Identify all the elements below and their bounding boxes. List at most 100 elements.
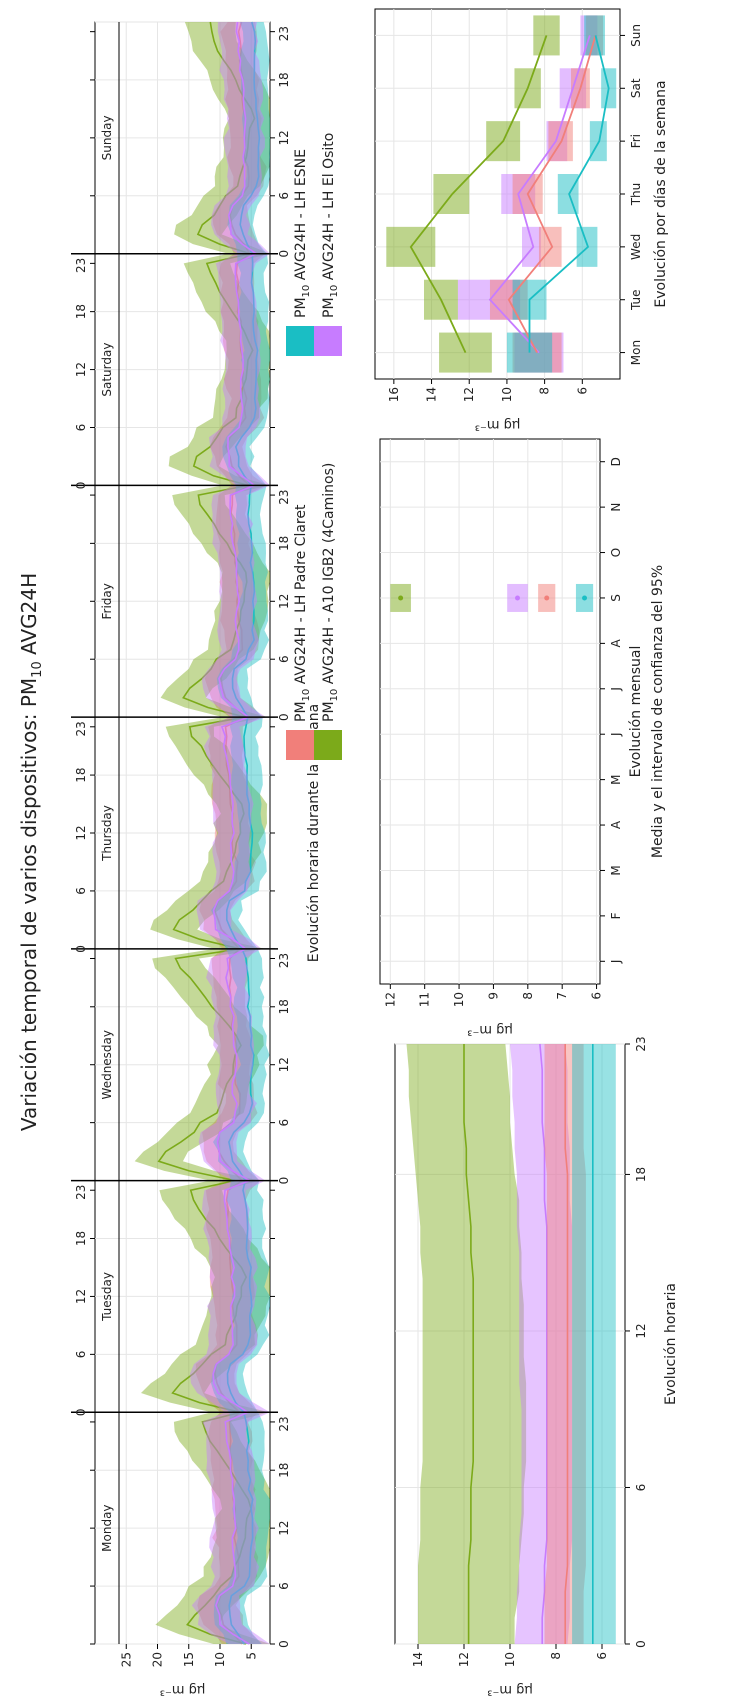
y-tick-label: 12 bbox=[457, 1652, 471, 1667]
legend-swatch-1 bbox=[314, 730, 342, 760]
x-tick-label: A bbox=[609, 820, 623, 829]
y-tick-label: 10 bbox=[503, 1652, 517, 1667]
x-tick-label: 6 bbox=[634, 1484, 648, 1492]
hour-tick-label: 23 bbox=[74, 258, 88, 273]
hour-tick-label: 18 bbox=[277, 72, 291, 87]
day-label-sunday: Sunday bbox=[100, 115, 114, 160]
hour-tick-label: 12 bbox=[277, 130, 291, 145]
y-tick-label: 6 bbox=[575, 387, 589, 395]
legend-swatch-0 bbox=[286, 730, 314, 760]
ci-band-hourly-1 bbox=[510, 1044, 573, 1644]
y-tick-label: 16 bbox=[387, 387, 401, 402]
hour-tick-label: 18 bbox=[74, 304, 88, 319]
monthly-plot-frame bbox=[379, 438, 601, 985]
x-tick-label: J bbox=[609, 732, 623, 737]
day-label-wednesday: Wednesday bbox=[100, 1030, 114, 1099]
x-tick-label: Sat bbox=[629, 78, 643, 98]
x-tick-label: J bbox=[609, 687, 623, 692]
rotated-figure: Variación temporal de varios dispositivo… bbox=[17, 8, 679, 1697]
hour-tick-label: 6 bbox=[277, 655, 291, 663]
x-tick-label: F bbox=[609, 912, 623, 919]
y-tick-label: 15 bbox=[182, 1652, 196, 1667]
hour-tick-label: 23 bbox=[277, 489, 291, 504]
y-axis-label: µg m⁻³ bbox=[475, 417, 520, 432]
legend-swatch-3 bbox=[314, 326, 342, 356]
hour-tick-label: 0 bbox=[277, 1177, 291, 1185]
y-tick-label: 20 bbox=[151, 1652, 165, 1667]
x-tick-label: 12 bbox=[634, 1323, 648, 1338]
x-tick-label: 23 bbox=[634, 1036, 648, 1051]
y-tick-label: 14 bbox=[425, 387, 439, 402]
hour-tick-label: 23 bbox=[277, 1416, 291, 1431]
x-tick-label: 18 bbox=[634, 1167, 648, 1182]
weekly-hourly-panel: 5 10 15 20 25 µg m⁻³ Monday Tuesday Wednesday Thu… bbox=[71, 21, 322, 1697]
hour-tick-label: 12 bbox=[277, 1057, 291, 1072]
hour-tick-label: 23 bbox=[74, 721, 88, 736]
hour-tick-label: 18 bbox=[74, 767, 88, 782]
legend: PM10 AVG24H - LH Padre Claret PM10 AVG24H… bbox=[286, 133, 342, 760]
mean-point-monthly-2 bbox=[544, 595, 550, 601]
ci-band-weekly-2 bbox=[211, 22, 270, 1644]
hour-tick-label: 0 bbox=[74, 945, 88, 953]
day-label-friday: Friday bbox=[100, 583, 114, 619]
day-label-tuesday: Tuesday bbox=[100, 1272, 114, 1322]
mean-line-weekly-1 bbox=[157, 21, 256, 1645]
x-tick-label: 0 bbox=[634, 1640, 648, 1648]
y-tick-label: 12 bbox=[462, 387, 476, 402]
y-tick-label: 6 bbox=[590, 992, 604, 1000]
y-tick-label: 12 bbox=[383, 992, 397, 1007]
weekly-x-axis-label: Evolución horaria durante la semana bbox=[306, 704, 322, 962]
hour-tick-label: 6 bbox=[277, 1582, 291, 1590]
hour-tick-label: 0 bbox=[74, 1408, 88, 1416]
y-tick-label: 25 bbox=[119, 1652, 133, 1667]
hour-tick-label: 0 bbox=[74, 482, 88, 490]
y-tick-label: 10 bbox=[500, 387, 514, 402]
y-axis-label: µg m⁻³ bbox=[160, 1682, 205, 1697]
weekday-x-axis-label: Evolución por días de la semana bbox=[653, 80, 669, 307]
y-tick-label: 6 bbox=[595, 1652, 609, 1660]
hourly-panel: 6 8 10 12 14 µg m⁻³ 0 6 12 18 23 Evolución horaria bbox=[394, 1036, 679, 1697]
y-tick-label: 11 bbox=[418, 992, 432, 1007]
hour-tick-label: 18 bbox=[277, 999, 291, 1014]
hourly-x-axis-label: Evolución horaria bbox=[663, 1283, 679, 1405]
ci-box-weekday-1 bbox=[522, 226, 541, 267]
monthly-caption: Media y el intervalo de confianza del 95… bbox=[650, 565, 666, 858]
hour-tick-label: 12 bbox=[277, 1521, 291, 1536]
y-tick-label: 5 bbox=[244, 1652, 258, 1660]
ci-band-weekly-1 bbox=[134, 22, 270, 1644]
mean-line-weekday-1 bbox=[488, 35, 591, 354]
hour-tick-label: 12 bbox=[277, 594, 291, 609]
legend-label-3: PM10 AVG24H - LH El Osito bbox=[321, 133, 340, 318]
hour-tick-label: 12 bbox=[74, 362, 88, 377]
x-tick-label: N bbox=[609, 503, 623, 512]
monthly-panel: 6 7 8 9 10 11 12 µg m⁻³ J F M A M J J A S O N D Evolución me… bbox=[379, 438, 666, 1037]
y-axis-label: µg m⁻³ bbox=[487, 1682, 532, 1697]
legend-swatch-2 bbox=[286, 326, 314, 356]
x-tick-label: Fri bbox=[629, 134, 643, 148]
x-tick-label: Thu bbox=[629, 183, 643, 207]
day-label-saturday: Saturday bbox=[100, 343, 114, 397]
y-tick-label: 8 bbox=[549, 1652, 563, 1660]
x-tick-label: M bbox=[609, 774, 623, 784]
ci-band-hourly-2 bbox=[544, 1044, 586, 1644]
hour-tick-label: 0 bbox=[277, 250, 291, 258]
x-tick-label: O bbox=[609, 548, 623, 557]
hour-tick-label: 23 bbox=[277, 26, 291, 41]
hour-tick-label: 6 bbox=[74, 424, 88, 432]
ci-band-hourly-0 bbox=[406, 1044, 527, 1644]
hour-tick-label: 6 bbox=[74, 887, 88, 895]
x-tick-label: S bbox=[609, 594, 623, 602]
y-tick-label: 7 bbox=[555, 992, 569, 1000]
hour-tick-label: 0 bbox=[277, 1640, 291, 1648]
mean-line-weekday-0 bbox=[409, 35, 548, 353]
y-tick-label: 8 bbox=[538, 387, 552, 395]
day-label-monday: Monday bbox=[100, 1504, 114, 1551]
x-tick-label: Tue bbox=[629, 289, 643, 311]
mean-point-monthly-1 bbox=[515, 595, 520, 601]
ci-box-weekday-2 bbox=[538, 226, 562, 267]
hour-tick-label: 6 bbox=[277, 1119, 291, 1127]
x-tick-label: M bbox=[609, 865, 623, 875]
mean-point-monthly-0 bbox=[398, 595, 404, 601]
hour-tick-label: 23 bbox=[74, 1185, 88, 1200]
